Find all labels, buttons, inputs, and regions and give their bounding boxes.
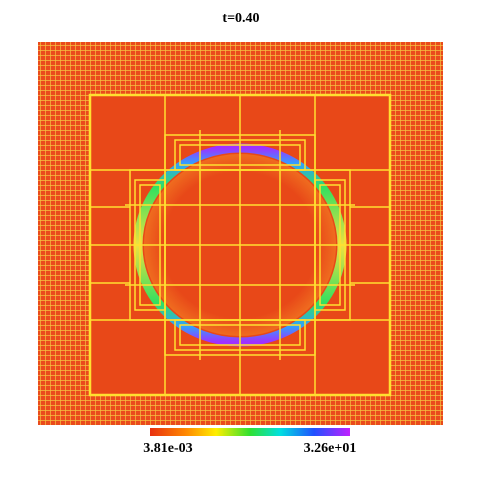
domain	[38, 42, 443, 425]
mesh-lines	[88, 93, 392, 397]
colorbar: 3.81e-03 3.26e+01	[143, 428, 356, 456]
colorbar-max-label: 3.26e+01	[304, 441, 357, 456]
title: t=0.40	[222, 11, 259, 26]
colorbar-gradient	[150, 428, 350, 436]
colorbar-min-label: 3.81e-03	[143, 441, 192, 456]
